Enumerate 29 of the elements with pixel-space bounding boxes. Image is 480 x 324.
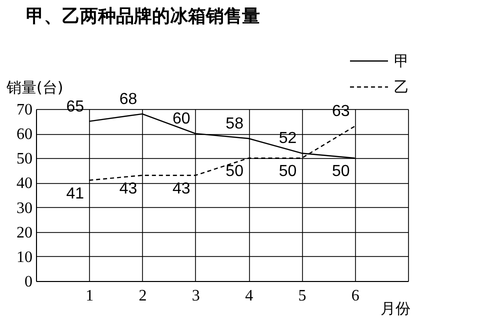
- data-label: 60: [172, 110, 190, 128]
- legend-label: 甲: [394, 52, 409, 70]
- data-label: 50: [278, 163, 297, 180]
- y-axis-title: 销量(台): [6, 78, 64, 96]
- x-tick-label: 6: [351, 288, 360, 304]
- x-axis-title: 月份: [380, 300, 410, 318]
- chart-title: 甲、乙两种品牌的冰箱销售量: [26, 6, 260, 27]
- data-label: 50: [332, 163, 350, 180]
- y-tick-label: 0: [24, 274, 32, 290]
- y-tick-label: 10: [16, 248, 32, 266]
- x-tick-label: 5: [298, 288, 306, 304]
- data-label: 68: [119, 90, 138, 108]
- x-tick-label: 4: [245, 288, 254, 304]
- data-label: 43: [172, 180, 190, 198]
- data-label: 50: [226, 163, 244, 180]
- x-tick-label: 1: [86, 288, 94, 304]
- y-tick-label: 60: [16, 126, 32, 144]
- data-label: 52: [278, 130, 297, 148]
- y-tick-label: 70: [16, 102, 32, 118]
- y-tick-label: 50: [16, 150, 32, 168]
- y-tick-label: 40: [16, 175, 32, 192]
- y-tick-label: 20: [16, 224, 32, 242]
- data-label: 43: [119, 180, 138, 198]
- legend-label: 乙: [394, 78, 409, 96]
- y-tick-label: 30: [16, 200, 32, 217]
- x-tick-label: 3: [192, 288, 200, 304]
- data-label: 41: [66, 185, 84, 202]
- x-tick-label: 2: [138, 288, 147, 304]
- data-label: 58: [226, 115, 244, 132]
